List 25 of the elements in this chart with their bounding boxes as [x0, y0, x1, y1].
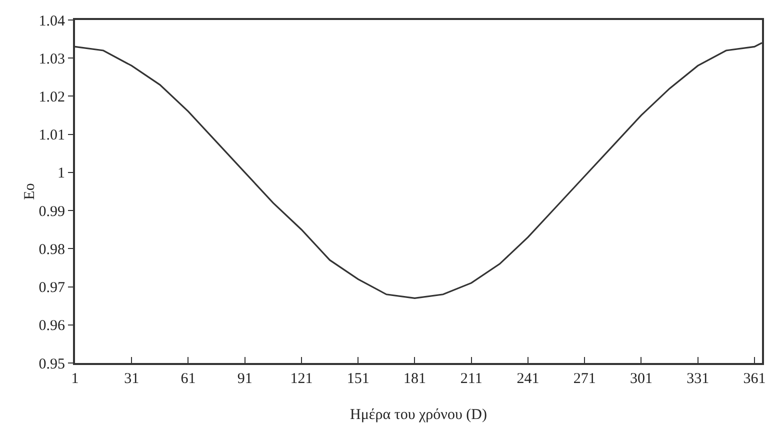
x-tick-label: 271: [573, 371, 596, 387]
y-tick-label: 0.98: [38, 242, 65, 258]
x-tick-label: 91: [237, 371, 252, 387]
x-tick-label: 181: [403, 371, 426, 387]
y-tick-label: 1: [58, 166, 65, 182]
y-tick-label: 0.96: [38, 318, 66, 334]
x-tick-label: 121: [290, 371, 313, 387]
x-tick-label: 1: [71, 371, 79, 387]
y-axis-title: Eo: [22, 183, 38, 200]
y-tick-label: 0.99: [38, 204, 65, 220]
x-tick-label: 31: [124, 371, 140, 387]
x-axis-title: Ημέρα του χρόνου (D): [350, 407, 487, 423]
y-tick-label: 1.03: [38, 51, 65, 68]
x-tick-label: 61: [180, 371, 196, 387]
y-tick-label: 1.01: [38, 128, 65, 144]
x-tick-label: 301: [630, 371, 652, 387]
x-tick-label: 361: [743, 371, 766, 387]
x-tick-label: 151: [346, 371, 370, 387]
x-tick-label: 241: [516, 371, 540, 387]
y-tick-label: 0.97: [38, 280, 66, 296]
x-tick-label: 331: [686, 371, 710, 387]
y-tick-label: 0.95: [38, 356, 65, 372]
x-tick-label: 211: [460, 371, 482, 387]
y-tick-label: 1.02: [38, 89, 65, 106]
y-tick-label: 1.04: [38, 13, 66, 30]
